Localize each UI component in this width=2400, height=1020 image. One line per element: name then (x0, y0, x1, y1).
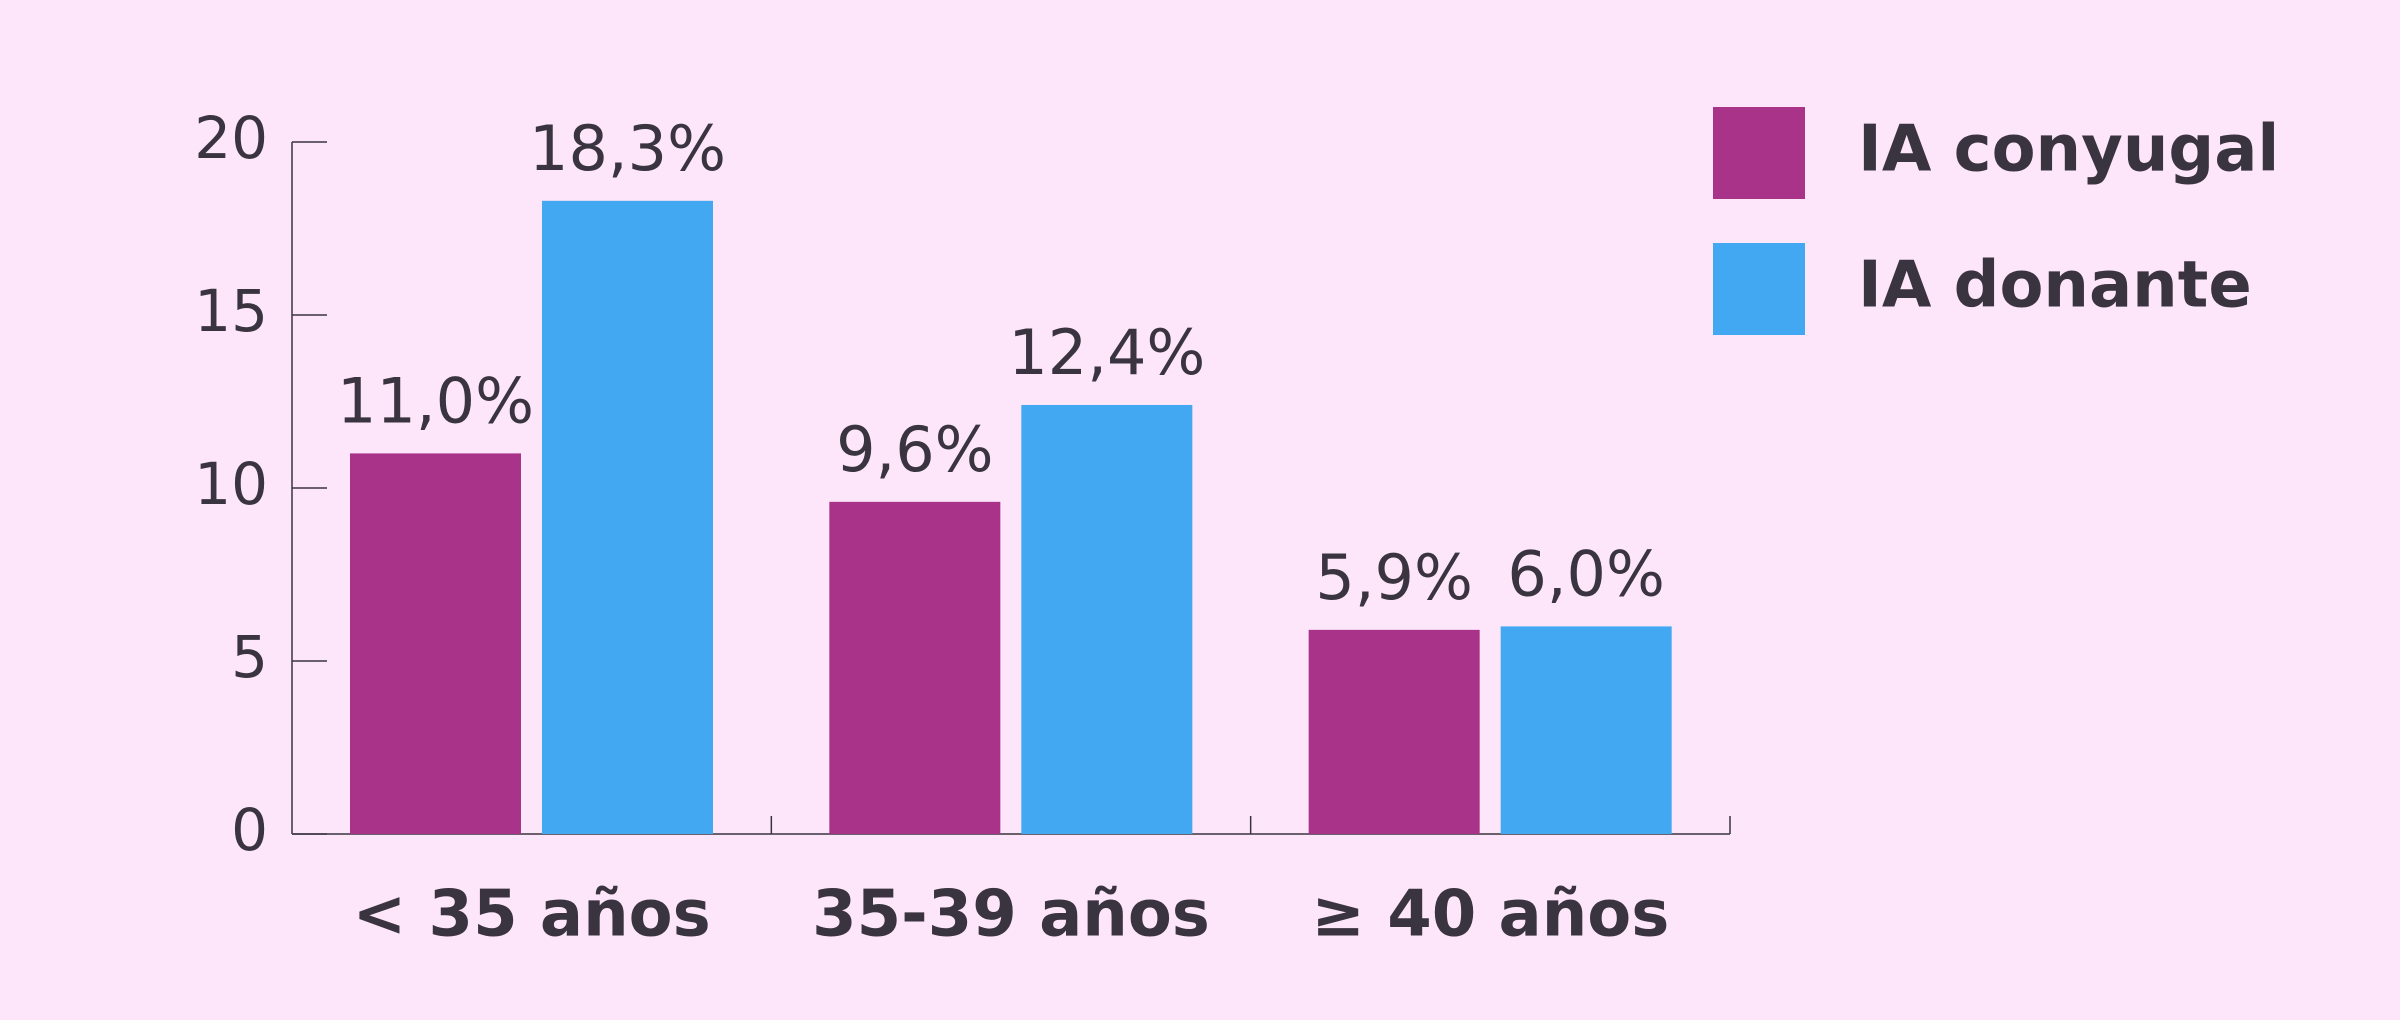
bar (1308, 629, 1480, 834)
x-tick-label: < 35 años (353, 878, 711, 952)
y-tick-label: 5 (231, 623, 268, 691)
value-label: 18,3% (529, 112, 726, 185)
legend-label: IA conyugal (1858, 113, 2279, 187)
y-tick-label: 20 (194, 104, 268, 172)
y-tick-label: 15 (194, 277, 268, 345)
legend-swatch (1713, 243, 1805, 335)
x-tick-label: 35-39 años (812, 878, 1210, 952)
bar (542, 200, 713, 834)
value-label: 12,4% (1008, 316, 1205, 389)
x-tick-label: ≥ 40 años (1311, 878, 1669, 952)
value-label: 5,9% (1315, 541, 1473, 614)
value-label: 11,0% (337, 364, 534, 437)
y-tick-label: 10 (194, 450, 268, 518)
bar (1500, 626, 1672, 834)
legend-label: IA donante (1858, 249, 2252, 323)
value-label: 6,0% (1507, 537, 1665, 610)
y-tick-label: 0 (231, 796, 268, 864)
bar (829, 501, 1001, 834)
bar (1021, 404, 1193, 834)
bar (350, 453, 521, 834)
value-label: 9,6% (836, 413, 994, 486)
legend-swatch (1713, 107, 1805, 199)
